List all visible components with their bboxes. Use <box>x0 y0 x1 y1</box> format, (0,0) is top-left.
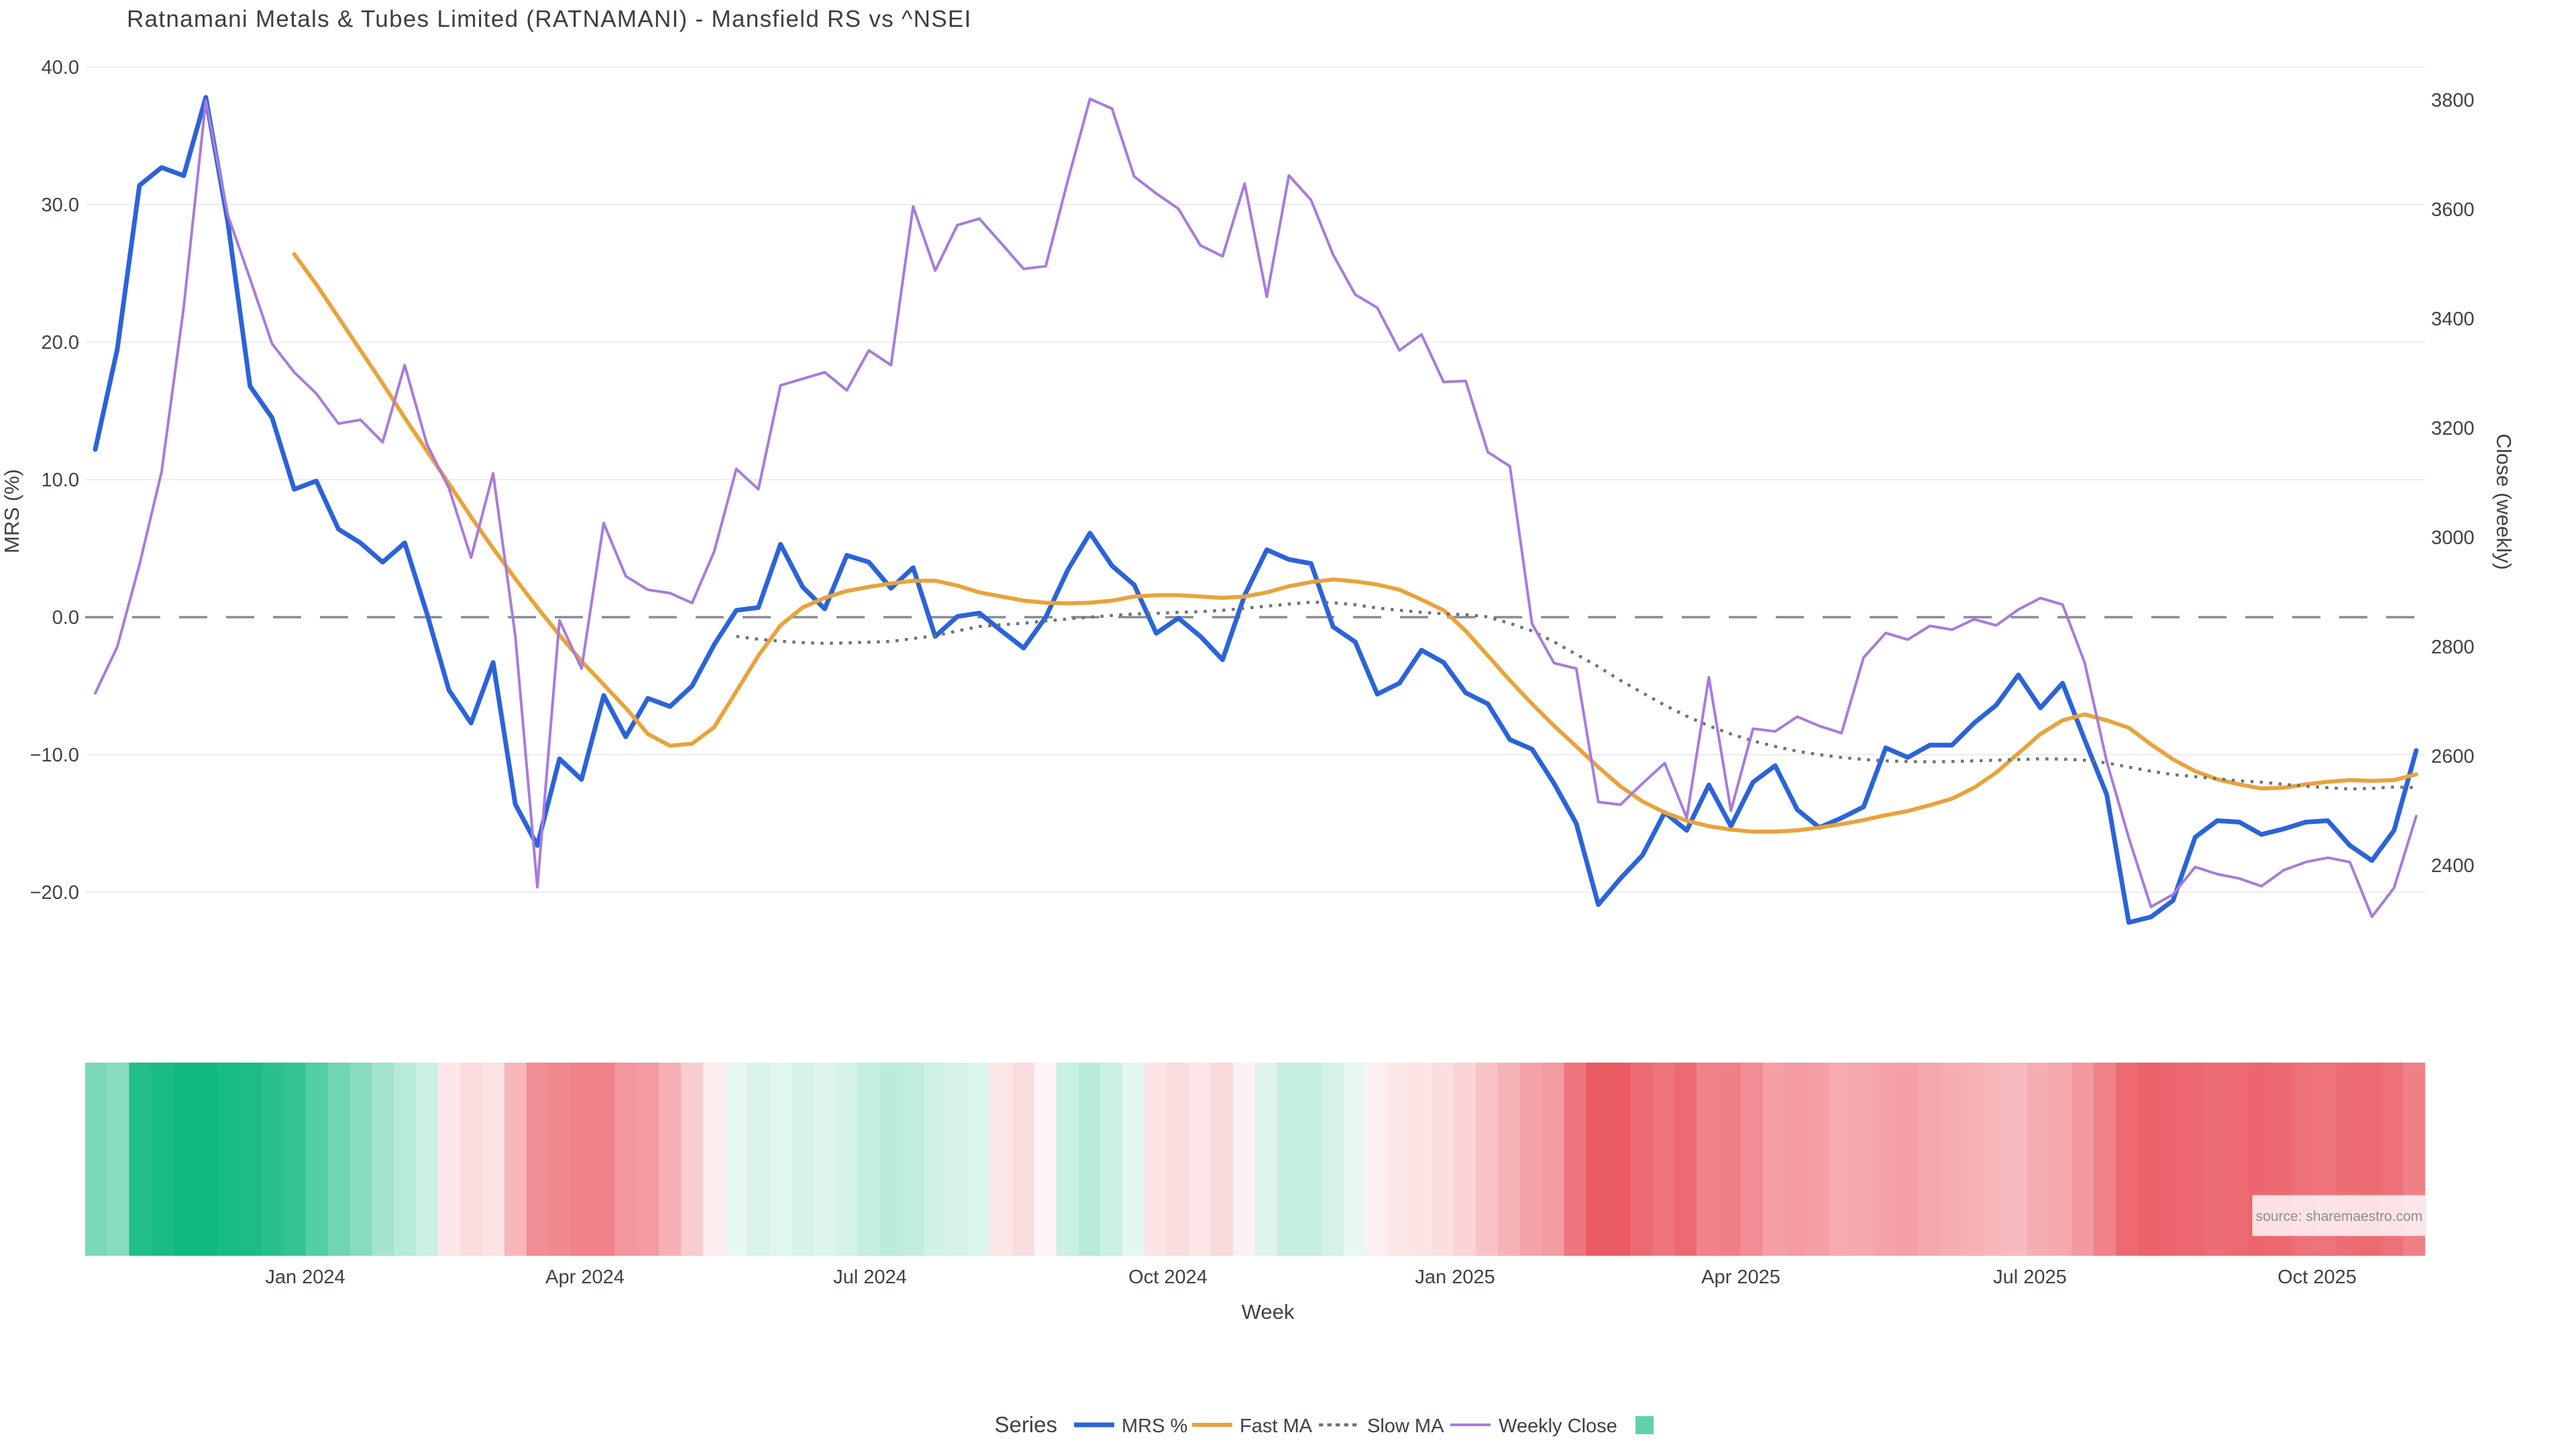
svg-text:3400: 3400 <box>2431 309 2475 330</box>
svg-text:3200: 3200 <box>2431 418 2475 439</box>
svg-text:MRS (%): MRS (%) <box>0 469 23 553</box>
svg-text:Fast MA: Fast MA <box>1240 1415 1313 1437</box>
svg-text:Jul 2025: Jul 2025 <box>1993 1267 2067 1288</box>
svg-text:−10.0: −10.0 <box>30 745 79 766</box>
svg-text:Jul 2024: Jul 2024 <box>833 1267 907 1288</box>
svg-text:3000: 3000 <box>2431 527 2475 549</box>
svg-text:Jan 2024: Jan 2024 <box>265 1267 345 1288</box>
svg-text:3600: 3600 <box>2431 199 2475 221</box>
svg-text:source: sharemaestro.com: source: sharemaestro.com <box>2256 1209 2423 1224</box>
svg-text:2600: 2600 <box>2431 746 2475 767</box>
svg-text:3800: 3800 <box>2431 90 2475 111</box>
svg-text:2800: 2800 <box>2431 637 2475 658</box>
svg-text:Slow MA: Slow MA <box>1367 1415 1444 1437</box>
svg-text:Apr 2024: Apr 2024 <box>545 1267 625 1288</box>
svg-text:MRS %: MRS % <box>1122 1415 1187 1437</box>
svg-text:30.0: 30.0 <box>42 195 79 216</box>
svg-text:40.0: 40.0 <box>42 57 79 78</box>
svg-text:Series: Series <box>994 1412 1057 1437</box>
svg-text:2400: 2400 <box>2431 855 2475 877</box>
svg-text:Close (weekly): Close (weekly) <box>2492 433 2516 570</box>
svg-text:Jan 2025: Jan 2025 <box>1415 1267 1495 1288</box>
svg-text:10.0: 10.0 <box>42 470 79 491</box>
svg-text:Oct 2025: Oct 2025 <box>2277 1267 2357 1288</box>
svg-text:0.0: 0.0 <box>52 607 79 629</box>
svg-text:Weekly Close: Weekly Close <box>1499 1415 1617 1437</box>
svg-text:Week: Week <box>1242 1300 1295 1324</box>
svg-text:Ratnamani Metals & Tubes Limit: Ratnamani Metals & Tubes Limited (RATNAM… <box>127 6 972 32</box>
svg-text:20.0: 20.0 <box>42 332 79 354</box>
svg-text:−20.0: −20.0 <box>30 882 79 904</box>
svg-text:Apr 2025: Apr 2025 <box>1701 1267 1780 1288</box>
svg-text:Oct 2024: Oct 2024 <box>1128 1267 1208 1288</box>
